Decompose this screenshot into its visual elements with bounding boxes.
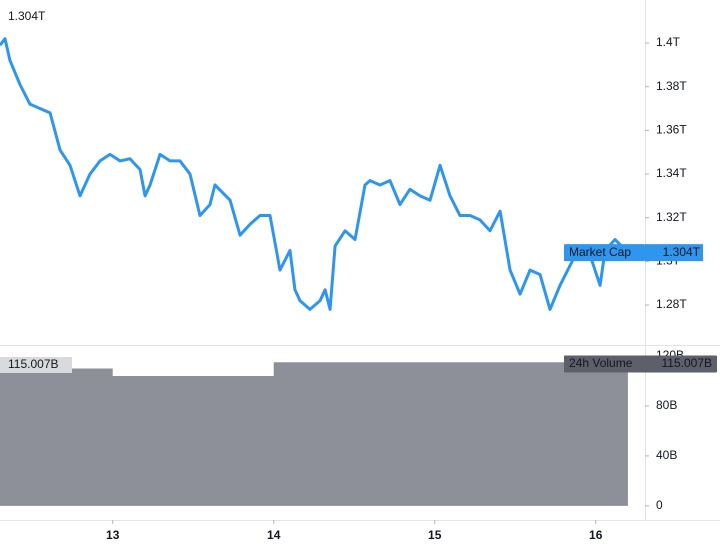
market-cap-line	[0, 37, 630, 311]
series-badge	[564, 244, 645, 262]
y-tick-label: 0	[656, 498, 663, 512]
y-tick-label: 1.28T	[656, 297, 687, 311]
legend-value: 115.007B	[8, 357, 59, 371]
y-tick-label: 40B	[656, 448, 677, 462]
series-badge-value: 1.304T	[663, 245, 701, 259]
series-badge	[564, 355, 717, 373]
x-tick-label: 14	[267, 528, 281, 542]
series-badge-value: 115.007B	[662, 356, 713, 370]
x-tick-label: 13	[106, 528, 120, 542]
y-tick-label: 1.36T	[656, 123, 687, 137]
legend-value-bg	[0, 357, 72, 373]
y-tick-label: 1.34T	[656, 166, 687, 180]
x-tick-label: 16	[589, 528, 603, 542]
y-tick-label: 1.32T	[656, 210, 687, 224]
volume-area	[0, 362, 628, 506]
series-badge-value-bg	[645, 244, 703, 262]
y-tick-label: 1.38T	[656, 79, 687, 93]
y-tick-label: 1.4T	[656, 35, 681, 49]
y-tick-label: 80B	[656, 398, 677, 412]
series-badge-name: 24h Volume	[569, 356, 633, 370]
legend-value: 1.304T	[8, 9, 46, 23]
series-badge-name: Market Cap	[569, 245, 631, 259]
x-tick-label: 15	[428, 528, 442, 542]
